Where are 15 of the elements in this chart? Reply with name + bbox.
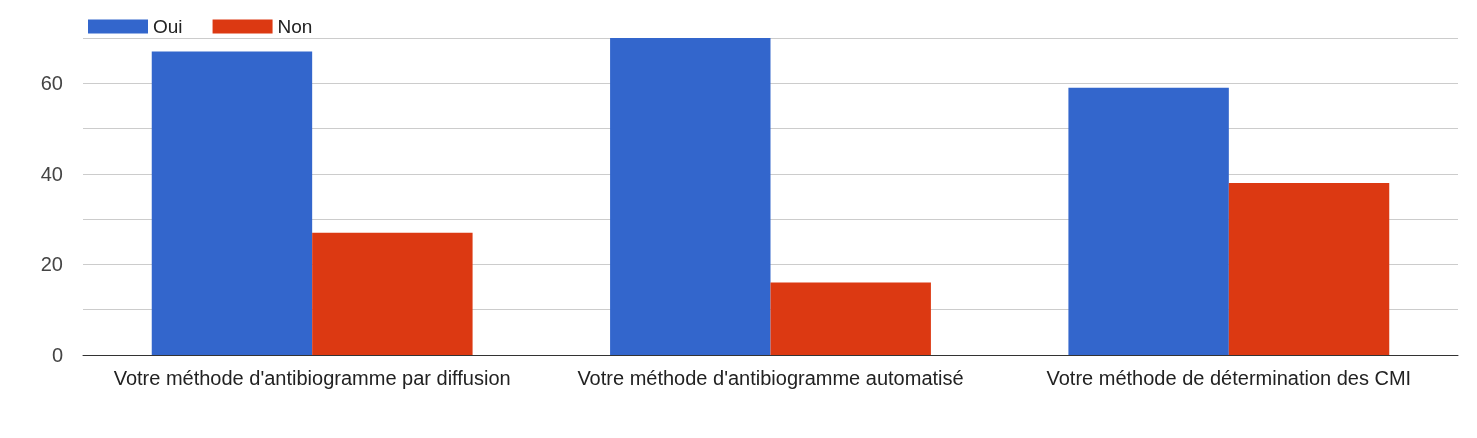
bar: [312, 232, 473, 355]
y-tick-label: 0: [51, 344, 63, 366]
y-tick-label: 20: [40, 253, 63, 276]
x-tick-label: Votre méthode de détermination des CMI: [1046, 367, 1412, 389]
legend-label: Non: [277, 16, 313, 37]
legend-label: Oui: [153, 16, 183, 37]
y-tick-label: 60: [40, 72, 63, 95]
y-tick-label: 40: [40, 162, 63, 185]
bar: [151, 51, 313, 355]
bar: [1068, 87, 1229, 355]
x-tick-label: Votre méthode d'antibiogramme automatisé: [577, 367, 964, 389]
bar: [770, 282, 931, 355]
x-tick-label: Votre méthode d'antibiogramme par diffusion: [113, 367, 511, 389]
bar: [610, 38, 771, 355]
bar: [1228, 182, 1390, 355]
